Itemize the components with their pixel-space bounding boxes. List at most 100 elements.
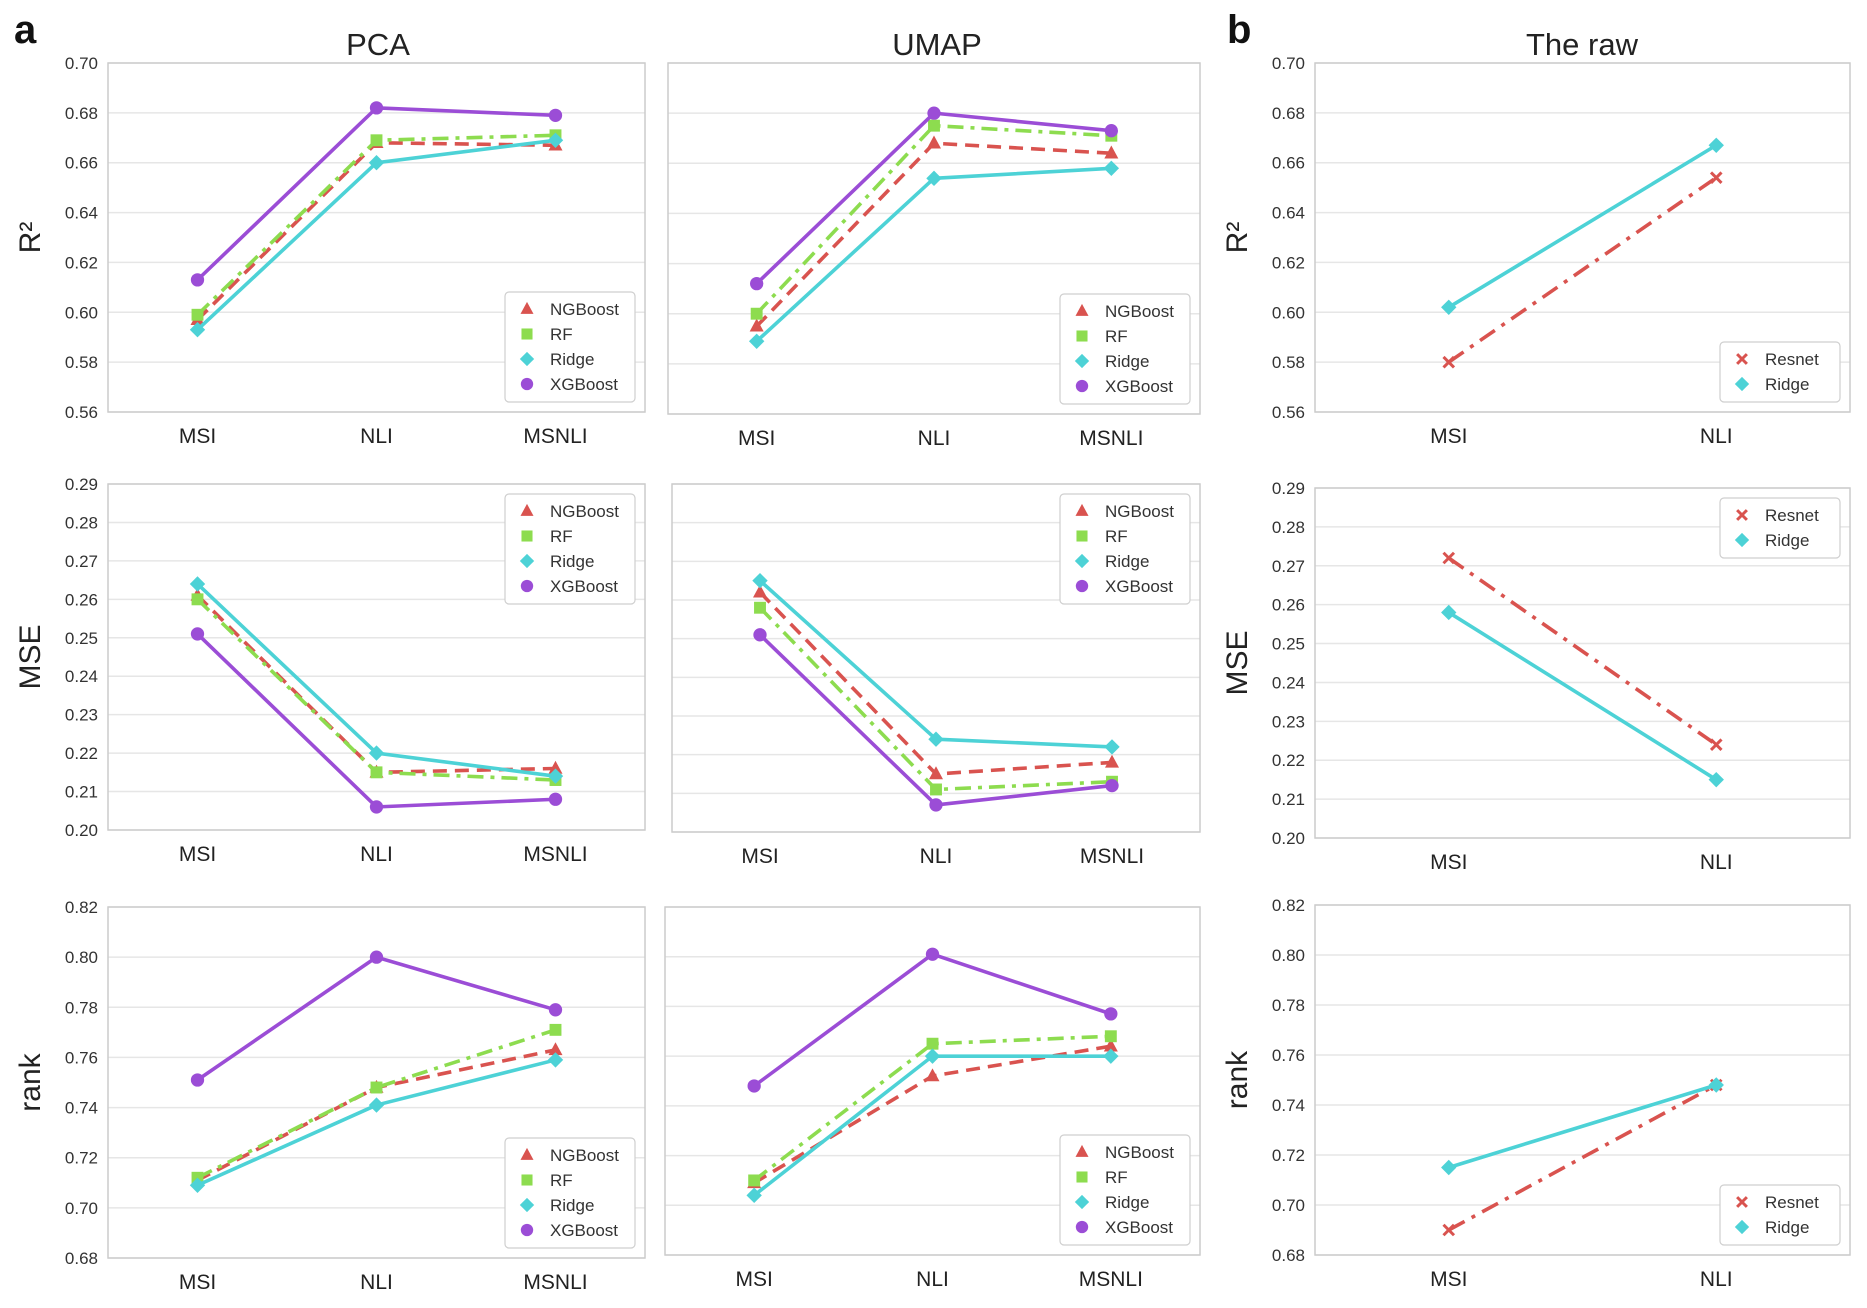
series-line-ngboost: [753, 1044, 1112, 1185]
y-tick-label: 0.66: [1272, 154, 1305, 173]
data-point-xgboost: [1104, 124, 1118, 138]
x-tick-label: MSNLI: [523, 843, 587, 866]
data-point-ridge: [189, 322, 206, 338]
legend-marker-ngboost: [1075, 503, 1089, 516]
data-point-ridge: [547, 1052, 564, 1068]
legend-marker-ridge: [519, 553, 535, 569]
data-point-rf: [191, 308, 204, 321]
data-point-rf: [748, 1174, 761, 1187]
data-point-ridge: [746, 1187, 762, 1204]
data-point-rf: [370, 1081, 383, 1094]
data-point-ridge: [924, 1048, 941, 1064]
chart-the-raw-rank: 0.68 0.70 0.72 0.74 0.76 0.78 0.80 0.82 rank MSI N…: [1221, 896, 1851, 1291]
x-tick-label: MSI: [179, 425, 216, 448]
data-point-ngboost: [1104, 145, 1119, 159]
y-tick-label: 0.78: [1272, 996, 1305, 1015]
data-point-xgboost: [925, 947, 940, 961]
y-tick-label: 0.72: [1272, 1146, 1305, 1165]
series-line-xgboost: [196, 106, 556, 282]
data-point-rf: [370, 766, 383, 779]
legend-marker-ridge: [519, 1197, 535, 1213]
y-tick-label: 0.64: [65, 204, 98, 223]
data-point-xgboost: [369, 950, 384, 964]
data-point-resnet: [1442, 355, 1456, 369]
legend-label: Ridge: [1105, 1193, 1149, 1212]
data-point-ridge: [368, 155, 385, 171]
x-tick-label: MSI: [738, 427, 775, 450]
series-line-xgboost: [196, 632, 556, 809]
series-line-resnet: [1447, 1083, 1718, 1232]
data-point-xgboost: [929, 798, 943, 812]
plot-frame: [107, 62, 646, 413]
legend-label: Ridge: [1765, 531, 1809, 550]
marker-stroke: [1442, 551, 1456, 565]
chart-pca-mse: 0.20 0.21 0.22 0.23 0.24 0.25 0.26 0.27 0.28 0.29…: [14, 475, 646, 866]
y-tick-label: 0.60: [65, 303, 98, 322]
data-point-ngboost: [749, 318, 764, 332]
y-tick-label: 0.24: [1272, 673, 1305, 692]
legend-marker-xgboost: [520, 579, 534, 593]
y-axis-label: MSE: [14, 624, 47, 689]
y-tick-label: 0.26: [65, 590, 98, 609]
column-title-raw: The raw: [1526, 27, 1639, 62]
y-tick-label: 0.58: [65, 353, 98, 372]
legend-label: XGBoost: [1105, 377, 1173, 396]
y-tick-label: 0.26: [1272, 596, 1305, 615]
legend-label: Ridge: [550, 350, 594, 369]
data-point-ridge: [368, 745, 385, 761]
data-point-resnet: [1709, 171, 1723, 184]
y-tick-label: 0.20: [1272, 829, 1305, 848]
y-tick-label: 0.28: [65, 513, 98, 532]
legend-label: RF: [1105, 327, 1128, 346]
x-tick-label: MSNLI: [523, 425, 587, 448]
legend: NGBoost RF Ridge XGBoost: [1059, 293, 1191, 405]
legend-label: RF: [550, 527, 573, 546]
data-point-ridge: [189, 576, 206, 592]
plot-frame: [1314, 487, 1851, 839]
legend-box: [504, 291, 636, 403]
chart-umap-row2: MSI NLI MSNLI NGBoost RF Ridge XGBoost: [664, 906, 1201, 1291]
plot-frame: [1314, 62, 1851, 413]
y-tick-label: 0.68: [1272, 104, 1305, 123]
x-tick-label: NLI: [1700, 425, 1733, 448]
legend-label: XGBoost: [550, 577, 618, 596]
data-point-rf: [549, 1023, 562, 1036]
legend-marker-ridge: [1734, 532, 1750, 548]
legend-marker-ngboost: [1075, 1144, 1089, 1157]
x-tick-label: MSI: [1430, 851, 1467, 874]
legend-label: RF: [550, 325, 573, 344]
data-point-xgboost: [747, 1079, 761, 1093]
legend-box: [1719, 341, 1841, 403]
legend-label: Ridge: [550, 552, 594, 571]
x-tick-label: NLI: [1700, 1268, 1733, 1291]
y-tick-label: 0.76: [65, 1048, 98, 1067]
legend-marker-rf: [1076, 330, 1088, 342]
data-point-ridge: [1708, 137, 1724, 153]
legend: NGBoost RF Ridge XGBoost: [504, 493, 636, 605]
legend-marker-xgboost: [1075, 1220, 1089, 1234]
x-tick-label: NLI: [360, 425, 393, 448]
legend-marker-ngboost: [520, 301, 534, 314]
marker-stroke: [1442, 1223, 1456, 1237]
marker-stroke: [1709, 738, 1723, 751]
y-tick-label: 0.29: [1272, 479, 1305, 498]
y-tick-label: 0.62: [1272, 253, 1305, 272]
y-tick-label: 0.21: [65, 783, 98, 802]
y-tick-label: 0.78: [65, 998, 98, 1017]
legend-marker-resnet: [1736, 1196, 1748, 1208]
y-axis-label: MSE: [1221, 630, 1254, 695]
data-point-xgboost: [750, 276, 764, 291]
x-tick-label: MSNLI: [523, 1271, 587, 1294]
data-point-xgboost: [1105, 778, 1119, 793]
y-tick-label: 0.22: [65, 744, 98, 763]
data-point-xgboost: [369, 101, 384, 115]
legend-label: Resnet: [1765, 506, 1819, 525]
x-tick-label: MSNLI: [1079, 1268, 1143, 1291]
data-point-xgboost: [548, 792, 563, 806]
legend-label: NGBoost: [1105, 302, 1174, 321]
y-tick-label: 0.28: [1272, 518, 1305, 537]
chart-the-raw-r: 0.56 0.58 0.60 0.62 0.64 0.66 0.68 0.70 R² MSI NLI…: [1221, 54, 1851, 448]
legend-label: Ridge: [1105, 352, 1149, 371]
legend-marker-ridge: [1734, 1219, 1750, 1235]
